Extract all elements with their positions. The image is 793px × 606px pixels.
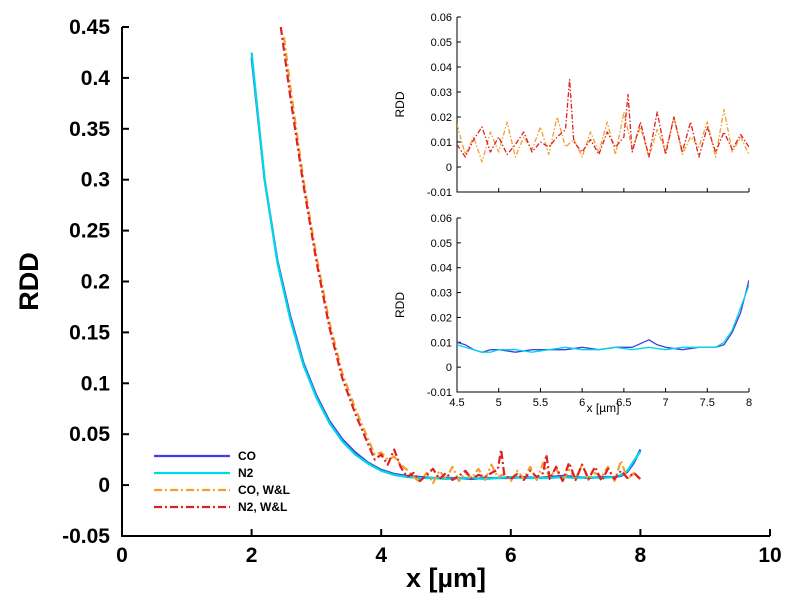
y-axis-title: RDD [14,252,44,311]
series-line-n2-w-l [457,78,749,158]
series-line-co-w-l [457,108,749,163]
legend-label: CO, W&L [238,483,290,497]
y-tick-label: 0.03 [431,288,452,300]
x-tick-label: 5 [496,397,502,409]
x-tick-label: 8 [746,397,752,409]
y-tick-label: 0.06 [431,213,452,225]
y-tick-label: 0 [446,362,452,374]
y-axis-title: RDD [393,292,407,318]
x-tick-label: 10 [758,544,781,567]
y-tick-label: 0 [98,474,110,497]
y-tick-label: -0.01 [427,187,452,199]
y-tick-label: 0.05 [431,37,452,49]
y-tick-label: 0.1 [81,372,111,395]
y-tick-label: 0.15 [69,321,110,344]
legend: CO N2 CO, W&L N2, W&L [154,449,290,514]
y-tick-label: 0.01 [431,337,452,349]
y-tick-label: 0.35 [69,118,110,141]
y-tick-label: 0.45 [69,16,110,39]
y-tick-label: 0.25 [69,220,110,243]
legend-label: CO [238,449,256,463]
y-tick-label: 0.02 [431,112,452,124]
y-tick-label: 0.04 [431,263,452,275]
y-tick-label: 0.2 [81,271,110,294]
y-axis-title: RDD [393,91,407,117]
y-tick-label: 0.05 [431,238,452,250]
inset-chart-bottom: -0.01 0 0.01 0.02 0.03 0.04 0.05 0.06 4.5 5 5.5 6 6.… [393,213,752,415]
y-tick-label: 0.3 [81,169,110,192]
y-tick-label: 0.03 [431,87,452,99]
series-line-n2 [250,52,642,481]
x-tick-label: 6 [505,544,517,567]
y-tick-label: -0.01 [427,387,452,399]
y-tick-label: 0.04 [431,62,452,74]
y-tick-label: 0.01 [431,137,452,149]
x-tick-label: 7 [663,397,669,409]
x-tick-label: 2 [246,544,258,567]
x-tick-label: 6.5 [616,397,631,409]
y-tick-label: 0.02 [431,312,452,324]
x-tick-label: 8 [635,544,647,567]
legend-label: N2, W&L [238,500,287,514]
y-tick-label: 0 [446,162,452,174]
axis-frame [456,218,749,393]
y-tick-label: 0.05 [69,423,110,446]
series-line-n2 [457,284,749,353]
x-tick-label: 0 [116,544,128,567]
y-tick-label: 0.4 [81,67,111,90]
x-tick-label: 4 [375,544,387,567]
inset-chart-top: -0.01 0 0.01 0.02 0.03 0.04 0.05 0.06 RDD [393,12,750,199]
main-chart: -0.05 0 0.05 0.1 0.15 0.2 0.25 0.3 0.35 0.4 0.45 0 2… [14,16,782,593]
x-axis-title: x [µm] [587,401,620,415]
x-tick-label: 6 [579,397,585,409]
series-line-co [457,279,749,353]
x-tick-label: 5.5 [533,397,548,409]
series-line-co-w-l [282,37,642,485]
legend-label: N2 [238,466,254,480]
axis-frame [121,27,770,537]
y-tick-label: -0.05 [62,525,110,548]
x-axis-title: x [µm] [406,563,486,593]
y-tick-label: 0.06 [431,12,452,24]
axis-frame [456,17,749,193]
series-line-n2-w-l [279,27,642,483]
x-tick-label: 4.5 [449,397,464,409]
x-tick-label: 7.5 [700,397,715,409]
